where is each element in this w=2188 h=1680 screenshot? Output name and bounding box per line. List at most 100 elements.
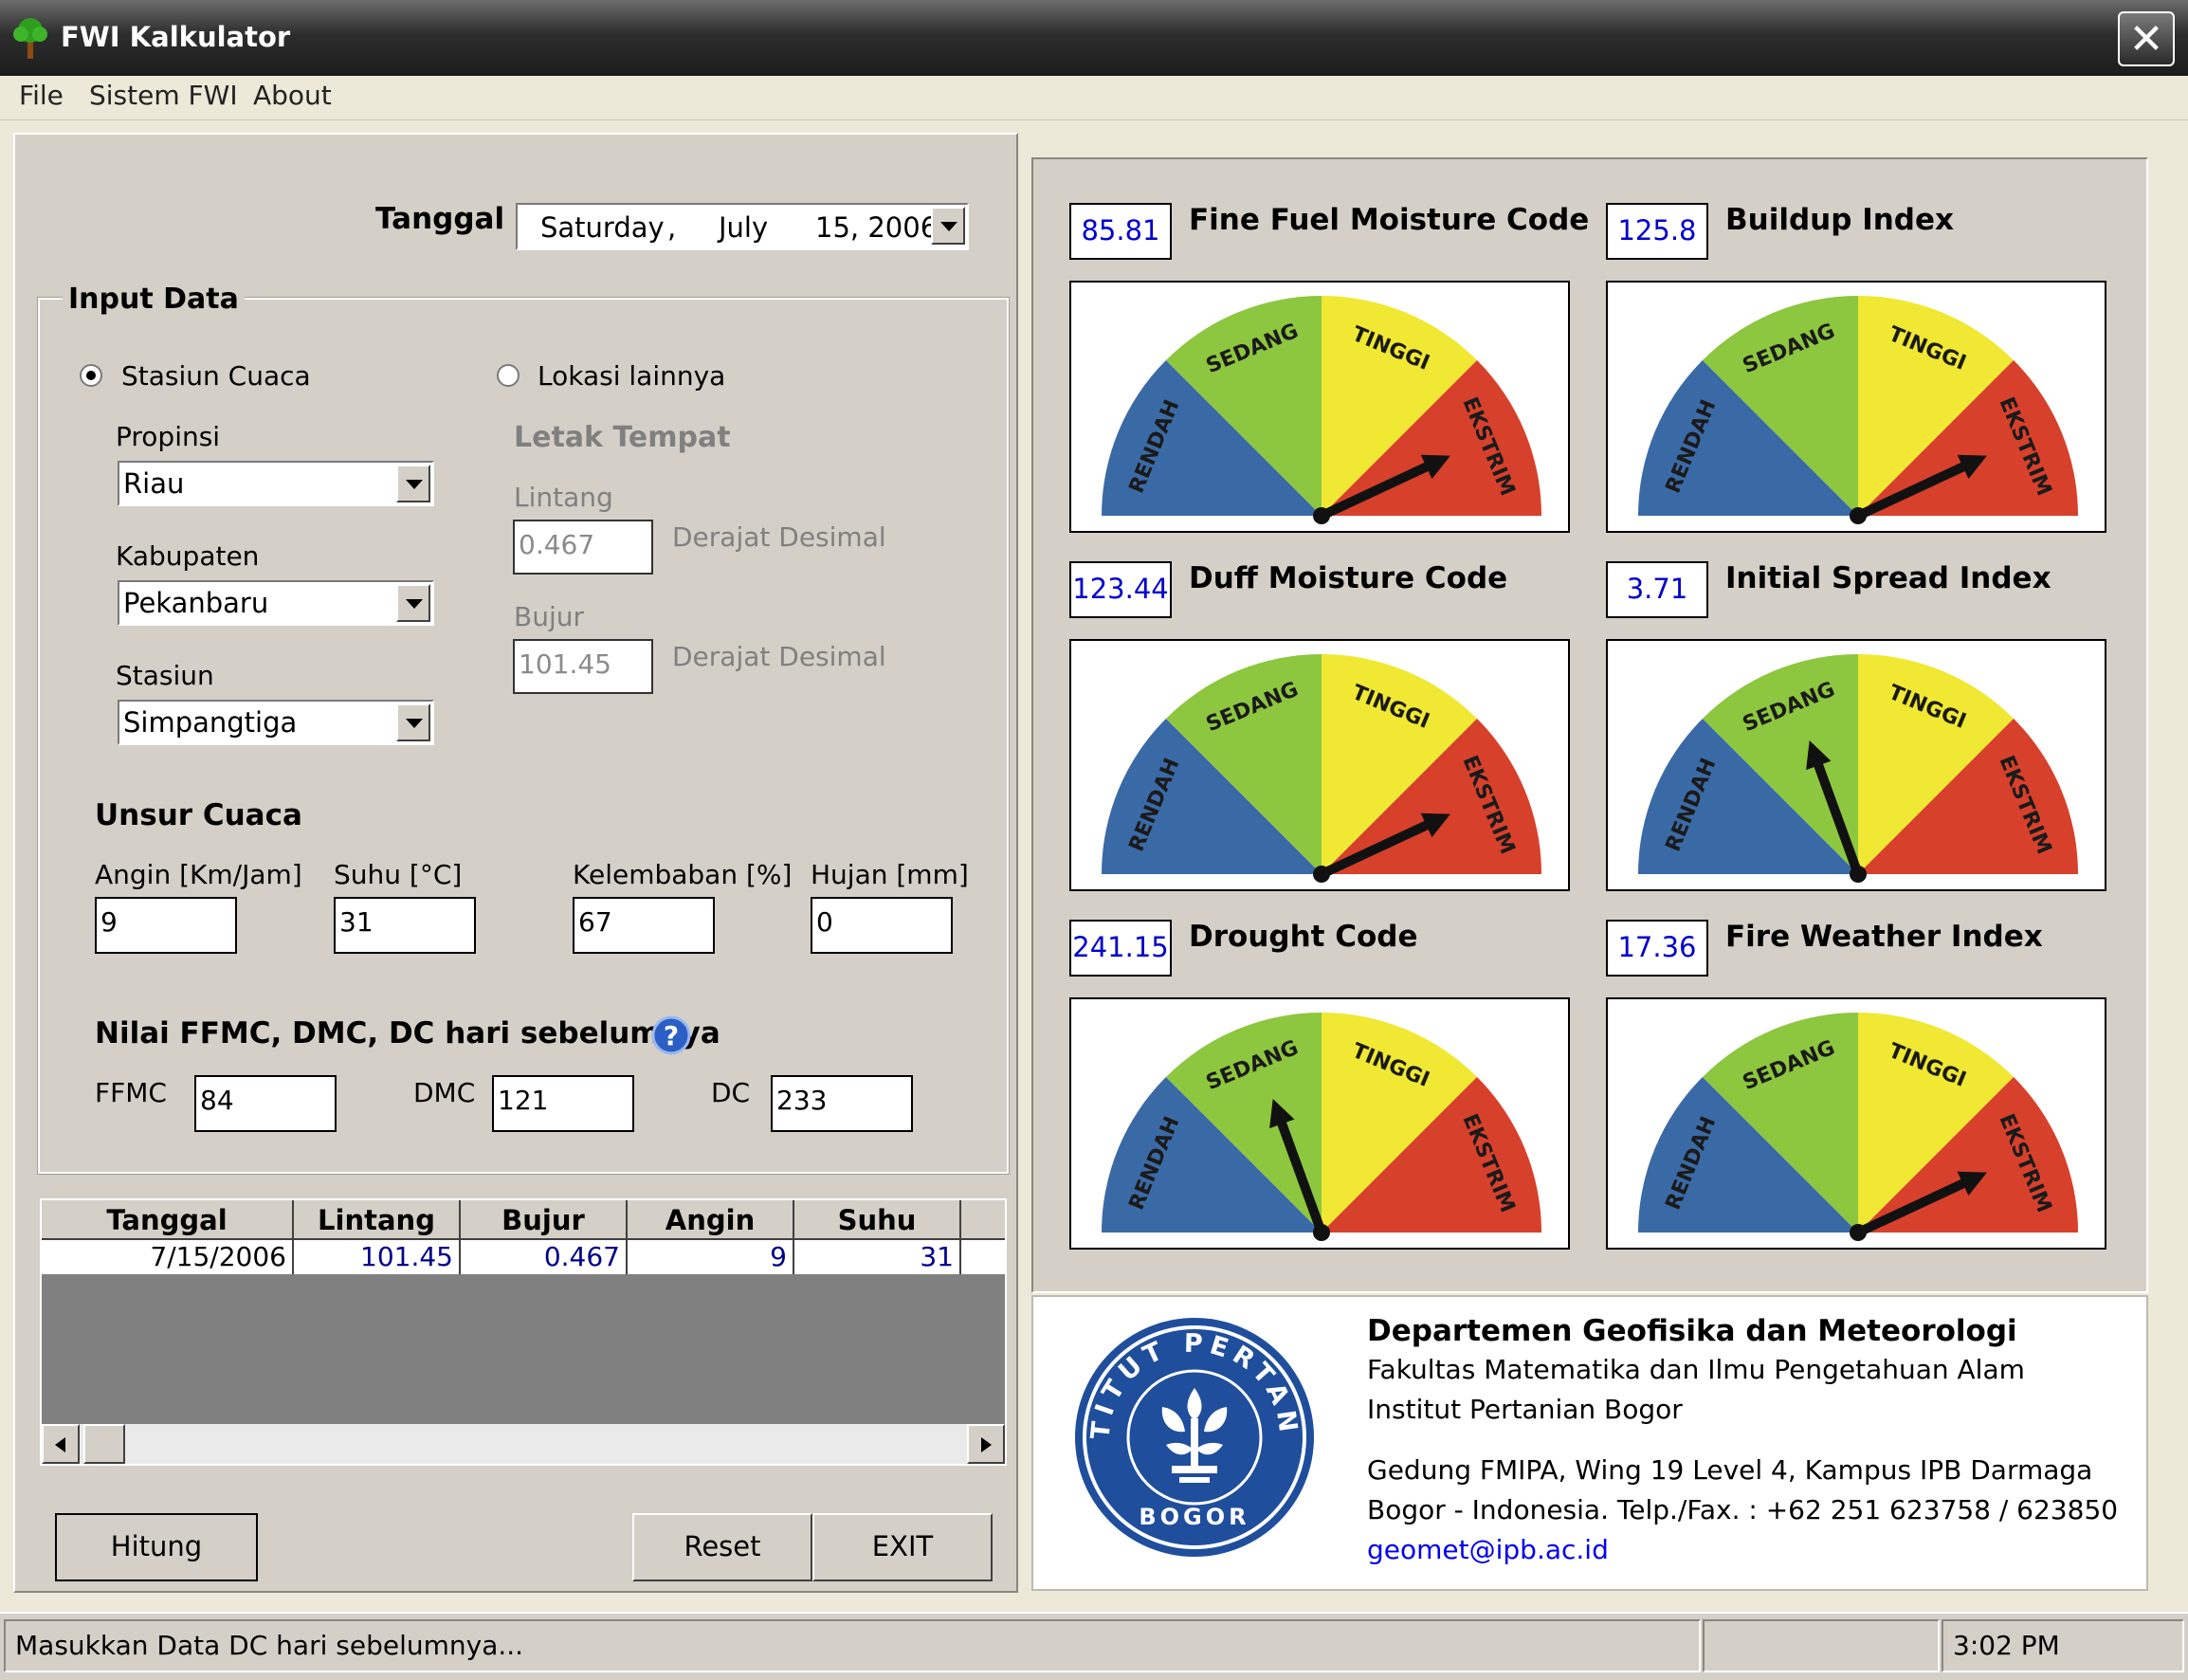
suhu-input[interactable]: 31 [334, 897, 476, 954]
menu-sistem-fwi[interactable]: Sistem FWI [89, 80, 238, 111]
fire-weather-index-needle-hub [1850, 1224, 1867, 1241]
grid-cell-bujur[interactable]: 0.467 [461, 1240, 628, 1274]
fire-weather-index-title: Fire Weather Index [1725, 920, 2043, 954]
angin-input[interactable]: 9 [95, 897, 237, 954]
duff-moisture-code-title: Duff Moisture Code [1189, 561, 1508, 595]
date-picker[interactable]: Saturday , July 15, 2006 [516, 203, 969, 250]
scroll-left-button[interactable] [42, 1424, 80, 1464]
stasiun-select[interactable]: Simpangtiga [118, 700, 434, 745]
arrow-right-icon [981, 1437, 992, 1452]
help-icon[interactable]: ? [650, 1014, 692, 1056]
close-button[interactable]: ✕ [2118, 11, 2175, 66]
initial-spread-index-segment-ekstrim [1858, 718, 2078, 874]
grid-header-tanggal[interactable]: Tanggal [42, 1200, 294, 1240]
date-label: Tanggal [375, 202, 505, 236]
initial-spread-index-segment-sedang [1702, 654, 1858, 874]
stasiun-dropdown-button[interactable] [396, 703, 430, 741]
buildup-index-needle-head [1957, 454, 1987, 480]
fine-fuel-moisture-code-segment-tinggi [1322, 296, 1478, 516]
previous-values-title: Nilai FFMC, DMC, DC hari sebelumnya [95, 1016, 720, 1050]
grid-header-angin[interactable]: Angin [628, 1200, 794, 1240]
fine-fuel-moisture-code-segment-sedang [1165, 296, 1322, 516]
fine-fuel-moisture-code-segment-ekstrim [1322, 359, 1541, 516]
logo-bottom-text: BOGOR [1139, 1504, 1249, 1530]
unsur-cuaca-title: Unsur Cuaca [95, 798, 302, 832]
drought-code-segment-ekstrim [1322, 1076, 1541, 1233]
drought-code-segment-tinggi [1322, 1013, 1478, 1233]
date-dropdown-button[interactable] [931, 207, 965, 245]
grid-header-more [961, 1200, 1005, 1240]
buildup-index-segment-ekstrim [1858, 359, 2078, 516]
date-month: July [719, 211, 769, 244]
scroll-thumb[interactable] [83, 1424, 125, 1464]
radio-lokasi-lainnya[interactable] [497, 364, 520, 387]
menu-about[interactable]: About [253, 80, 332, 111]
grid-header-lintang[interactable]: Lintang [294, 1200, 461, 1240]
duff-moisture-code-segment-tinggi [1322, 654, 1478, 874]
fine-fuel-moisture-code-gauge: RENDAH SEDANG TINGGI EKSTRIM [1069, 281, 1570, 533]
radio-stasiun-cuaca-label: Stasiun Cuaca [121, 360, 311, 392]
status-message: Masukkan Data DC hari sebelumnya... [4, 1619, 1701, 1672]
initial-spread-index-segment-tinggi [1858, 654, 2015, 874]
initial-spread-index-gauge: RENDAH SEDANG TINGGI EKSTRIM [1606, 639, 2106, 891]
initial-spread-index-title: Initial Spread Index [1725, 561, 2051, 595]
grid-cell-lintang[interactable]: 101.45 [294, 1240, 461, 1274]
stasiun-value: Simpangtiga [123, 706, 298, 739]
duff-moisture-code-value: 123.44 [1069, 561, 1172, 618]
drought-code-value: 241.15 [1069, 920, 1172, 977]
reset-button[interactable]: Reset [632, 1513, 812, 1581]
buildup-index-segment-rendah [1638, 359, 1858, 516]
lintang-input[interactable]: 0.467 [513, 520, 653, 575]
dept-name: Departemen Geofisika dan Meteorologi [1367, 1314, 2017, 1348]
email-link[interactable]: geomet@ipb.ac.id [1367, 1534, 1609, 1565]
drought-code-title: Drought Code [1189, 920, 1418, 954]
propinsi-dropdown-button[interactable] [396, 465, 430, 502]
kabupaten-select[interactable]: Pekanbaru [118, 580, 434, 626]
horizontal-scrollbar[interactable] [42, 1424, 1005, 1464]
dmc-label: DMC [413, 1077, 476, 1108]
hujan-label: Hujan [mm] [811, 859, 969, 890]
drought-code-needle-hub [1313, 1224, 1330, 1241]
institute-name: Institut Pertanian Bogor [1367, 1394, 1683, 1425]
status-time: 3:02 PM [1942, 1619, 2184, 1672]
buildup-index-value: 125.8 [1606, 203, 1708, 260]
dmc-input[interactable]: 121 [492, 1075, 634, 1132]
fire-weather-index-needle-head [1957, 1171, 1987, 1196]
kelembaban-input[interactable]: 67 [573, 897, 715, 954]
grid-header-suhu[interactable]: Suhu [794, 1200, 961, 1240]
grid-cell-suhu[interactable]: 31 [794, 1240, 961, 1274]
fine-fuel-moisture-code-title: Fine Fuel Moisture Code [1189, 203, 1590, 237]
buildup-index-title: Buildup Index [1725, 203, 1955, 237]
status-middle [1703, 1619, 1940, 1672]
scroll-right-button[interactable] [967, 1424, 1005, 1464]
kabupaten-label: Kabupaten [116, 540, 260, 572]
grid-header-bujur[interactable]: Bujur [461, 1200, 628, 1240]
propinsi-value: Riau [123, 467, 185, 500]
fine-fuel-moisture-code-needle [1317, 462, 1431, 520]
grid-cell-angin[interactable]: 9 [628, 1240, 794, 1274]
fine-fuel-moisture-code-value: 85.81 [1069, 203, 1172, 260]
data-grid[interactable]: Tanggal Lintang Bujur Angin Suhu 7/15/20… [40, 1198, 1007, 1466]
initial-spread-index-needle [1814, 760, 1863, 879]
dc-input[interactable]: 233 [771, 1075, 913, 1132]
letak-tempat-label: Letak Tempat [514, 421, 731, 454]
grid-cell-tanggal[interactable]: 7/15/2006 [42, 1240, 294, 1274]
duff-moisture-code-segment-ekstrim [1322, 718, 1541, 874]
kabupaten-dropdown-button[interactable] [396, 584, 430, 622]
exit-button[interactable]: EXIT [812, 1513, 993, 1581]
dc-label: DC [711, 1077, 751, 1108]
propinsi-select[interactable]: Riau [118, 461, 434, 506]
input-data-group [37, 297, 1010, 1175]
menu-file[interactable]: File [19, 80, 64, 111]
ffmc-input[interactable]: 84 [194, 1075, 337, 1132]
radio-stasiun-cuaca[interactable] [80, 364, 102, 387]
bujur-input[interactable]: 101.45 [513, 639, 653, 694]
tree-icon [13, 18, 47, 59]
duff-moisture-code-needle [1317, 820, 1431, 879]
hitung-button[interactable]: Hitung [55, 1513, 258, 1581]
lintang-unit: Derajat Desimal [672, 521, 886, 553]
hujan-input[interactable]: 0 [811, 897, 953, 954]
lintang-label: Lintang [514, 482, 613, 513]
